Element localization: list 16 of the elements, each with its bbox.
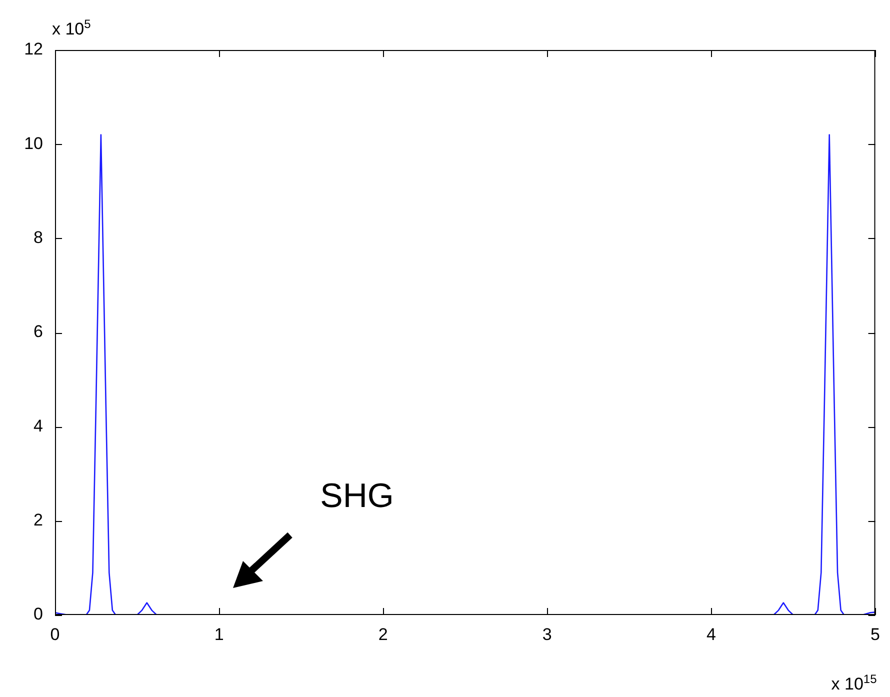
x-tick-label: 2 (378, 624, 388, 644)
x-tick-label: 5 (870, 624, 880, 644)
x-axis-title: x 10$^{15}$ (831, 672, 877, 694)
x-tick-label: 0 (50, 624, 60, 644)
x-tick-label: 4 (706, 624, 716, 644)
x-tick-label: 1 (214, 624, 224, 644)
y-tick-label: 4 (34, 416, 43, 436)
y-tick-label: 12 (24, 40, 43, 59)
y-tick-label: 8 (34, 228, 43, 248)
y-tick-label: 2 (34, 510, 43, 530)
y-axis-title: x 10$^{5}$ (52, 17, 91, 39)
y-tick-label: 0 (34, 604, 43, 624)
x-tick-label: 3 (542, 624, 552, 644)
y-tick-label: 10 (24, 134, 43, 153)
annotation: SHG (320, 477, 394, 515)
y-tick-label: 6 (34, 322, 43, 342)
